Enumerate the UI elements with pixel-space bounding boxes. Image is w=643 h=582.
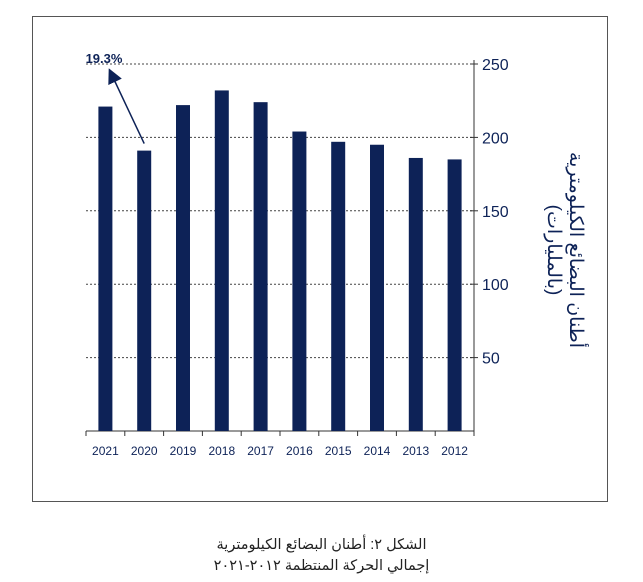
figure-caption-title: الشكل ٢: أطنان البضائع الكيلومترية [216, 537, 427, 553]
x-tick-label: 2017 [247, 444, 274, 458]
annotation-arrow [108, 68, 145, 144]
bar-2017 [253, 102, 268, 431]
x-tick-label: 2020 [131, 444, 158, 458]
bar-2021 [98, 106, 113, 432]
bar-2016 [292, 131, 307, 431]
x-tick-label: 2013 [402, 444, 429, 458]
bar-2018 [214, 90, 229, 431]
y-tick-label: 200 [482, 130, 509, 147]
y-tick-label: 100 [482, 277, 509, 294]
x-tick-label: 2021 [92, 444, 119, 458]
x-tick-label: 2014 [364, 444, 391, 458]
x-tick-label: 2012 [441, 444, 468, 458]
figure-caption-subtitle: إجمالي الحركة المنتظمة ٢٠١٢-٢٠٢١ [213, 558, 430, 574]
y-tick-labels: 50 100 150 200 250 [482, 57, 509, 368]
y-tick-label: 50 [482, 351, 500, 368]
bar-2015 [331, 141, 346, 431]
bars [98, 90, 462, 432]
y-axis-label-line2: (بالمليارات) [543, 205, 564, 296]
bar-2013 [408, 157, 423, 431]
x-tick-labels: 2021 2020 2019 2018 2017 2016 2015 2014 2013 2012 [92, 444, 468, 458]
annotation: 19.3% [86, 51, 145, 144]
chart-frame [32, 16, 608, 502]
annotation-label: 19.3% [86, 51, 123, 66]
y-axis-label-line1: أطنان البضائع الكيلومترية [565, 152, 590, 348]
y-tick-label: 250 [482, 57, 509, 74]
bar-2020 [137, 150, 152, 431]
x-tick-label: 2015 [325, 444, 352, 458]
bar-2012 [447, 159, 462, 432]
bar-2014 [370, 144, 384, 432]
x-tick-label: 2016 [286, 444, 313, 458]
bar-2019 [176, 105, 190, 431]
x-tick-label: 2019 [170, 444, 197, 458]
x-tick-label: 2018 [208, 444, 235, 458]
y-tick-label: 150 [482, 204, 509, 221]
